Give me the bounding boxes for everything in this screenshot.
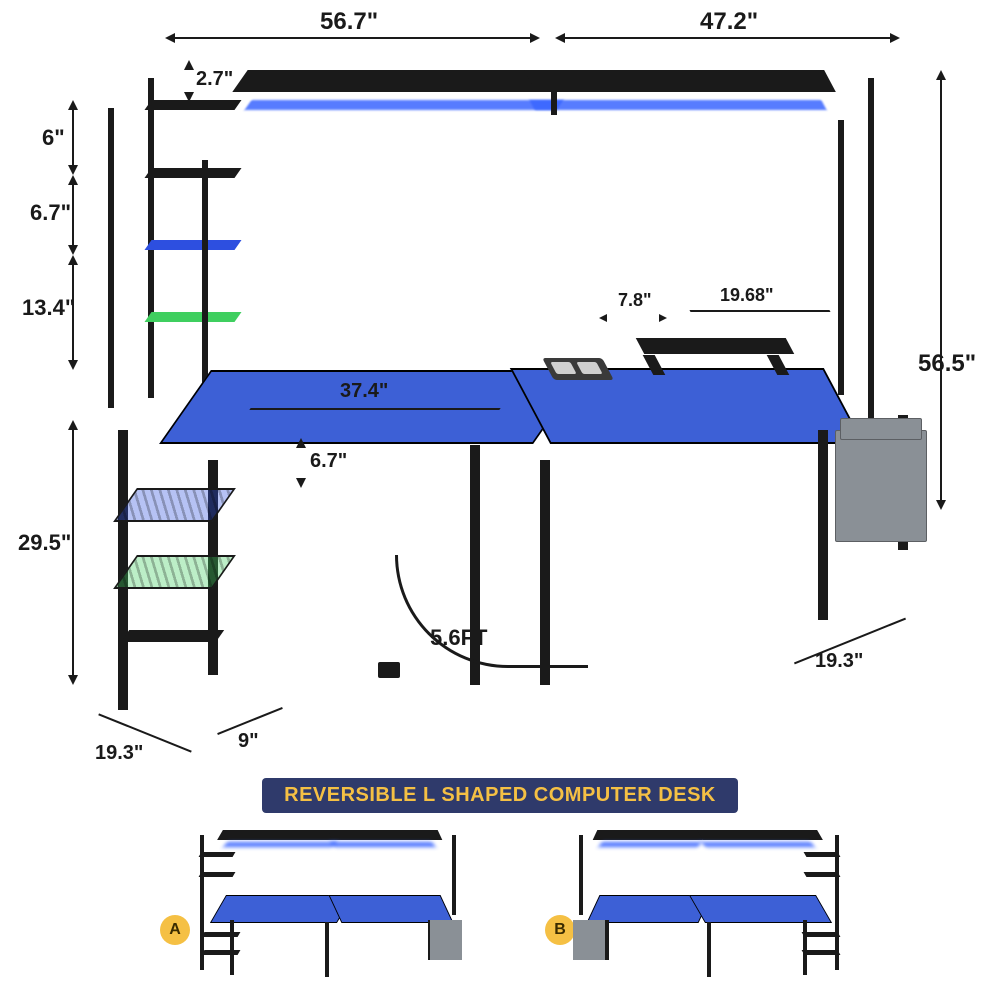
dim-cord-length: 5.6FT bbox=[430, 625, 487, 651]
power-cord-icon bbox=[395, 555, 588, 668]
dim-line bbox=[72, 185, 74, 245]
dim-arrow bbox=[890, 33, 900, 43]
dim-arrow bbox=[68, 255, 78, 265]
dim-arrow bbox=[659, 314, 667, 322]
dim-arrow bbox=[936, 500, 946, 510]
dim-side-depth-left: 19.3" bbox=[95, 742, 143, 765]
plug-icon bbox=[378, 662, 400, 678]
dim-shelf-gap-mid: 6.7" bbox=[30, 200, 71, 226]
dim-top-right-width: 47.2" bbox=[700, 8, 758, 36]
storage-pouch-icon bbox=[835, 430, 927, 542]
dim-arrow bbox=[68, 165, 78, 175]
infographic-stage: 56.7" 47.2" 2.7" 6" 6.7" 13.4" 29.5" 56.… bbox=[0, 0, 1000, 1000]
dim-arrow bbox=[68, 420, 78, 430]
dim-stand-width: 19.68" bbox=[720, 285, 774, 306]
dim-arrow bbox=[68, 360, 78, 370]
dim-shelf-gap-large: 13.4" bbox=[22, 295, 75, 321]
dim-line bbox=[72, 430, 74, 675]
dim-shelf-unit-depth: 9" bbox=[238, 730, 259, 753]
dim-line-top-left bbox=[175, 37, 530, 39]
dim-arrow bbox=[68, 245, 78, 255]
dim-stand-depth: 7.8" bbox=[618, 290, 652, 311]
dim-arrow bbox=[68, 175, 78, 185]
dim-arrow bbox=[184, 60, 194, 70]
dim-arrow bbox=[936, 70, 946, 80]
dim-line bbox=[72, 110, 74, 165]
dim-arrow bbox=[296, 478, 306, 488]
dim-arrow bbox=[599, 314, 607, 322]
dim-arrow bbox=[68, 675, 78, 685]
dim-line-top-right bbox=[565, 37, 890, 39]
dim-total-height: 56.5" bbox=[918, 350, 976, 378]
variant-a: A bbox=[170, 820, 470, 990]
dim-arrow bbox=[165, 33, 175, 43]
dim-surface-run: 37.4" bbox=[340, 380, 388, 403]
dim-arrow bbox=[296, 438, 306, 448]
dim-line bbox=[249, 408, 500, 410]
dim-under-surface: 6.7" bbox=[310, 450, 347, 473]
dim-hutch-lip: 2.7" bbox=[196, 68, 233, 91]
dim-shelf-gap-top: 6" bbox=[42, 125, 65, 151]
banner: REVERSIBLE L SHAPED COMPUTER DESK bbox=[0, 778, 1000, 813]
power-outlet-icon bbox=[542, 358, 614, 380]
dim-arrow bbox=[530, 33, 540, 43]
variant-b: B bbox=[555, 820, 855, 990]
dim-desk-height: 29.5" bbox=[18, 530, 71, 556]
dim-top-left-width: 56.7" bbox=[320, 8, 378, 36]
dim-side-depth-right: 19.3" bbox=[815, 650, 863, 673]
dim-arrow bbox=[68, 100, 78, 110]
monitor-stand bbox=[636, 338, 795, 354]
dim-arrow bbox=[555, 33, 565, 43]
dim-line bbox=[940, 80, 942, 500]
banner-text: REVERSIBLE L SHAPED COMPUTER DESK bbox=[262, 778, 738, 813]
